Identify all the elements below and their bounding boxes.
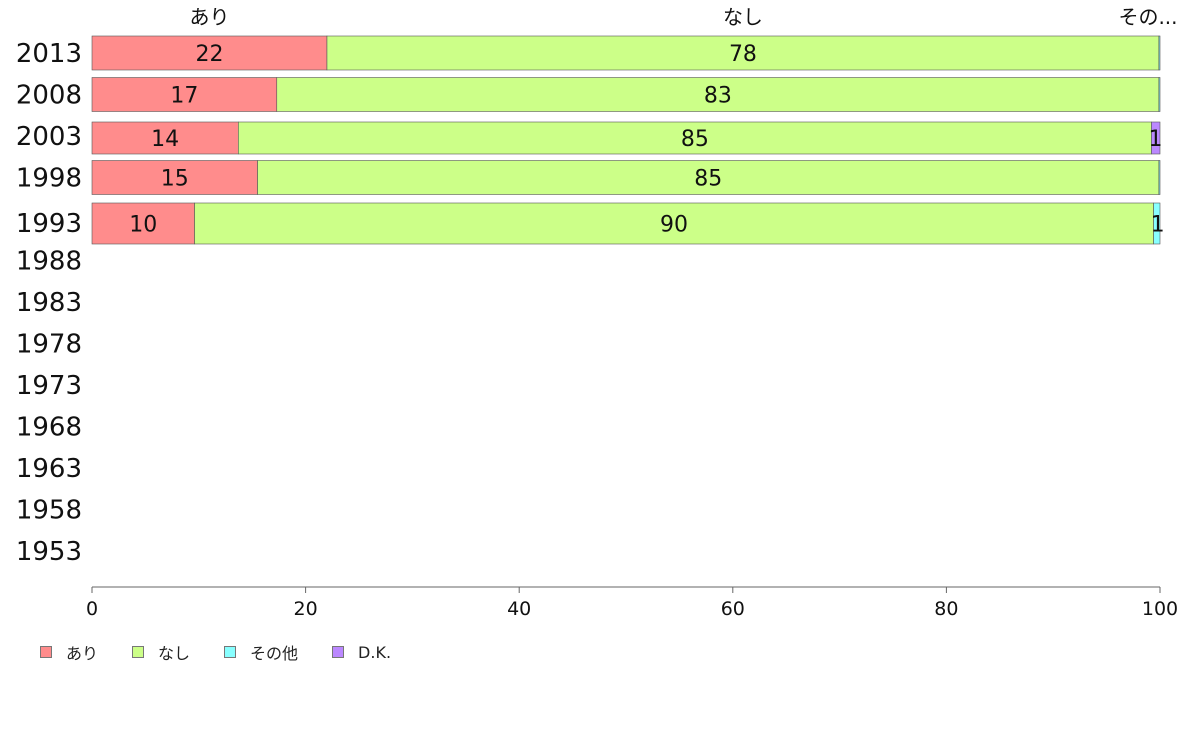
bar-segment (1158, 35, 1161, 71)
bar-segment (194, 202, 1154, 245)
bar-segment (1153, 202, 1161, 245)
data-label: 1 (1148, 127, 1162, 152)
legend-label-nashi: なし (158, 644, 191, 663)
legend-label-ari: あり (66, 644, 99, 663)
category-label: 1963 (16, 454, 82, 484)
category-label: 1953 (16, 537, 82, 567)
category-label: 1978 (16, 330, 82, 360)
category-label: 1973 (16, 371, 82, 401)
category-label: 1958 (16, 496, 82, 526)
bar-segment (1158, 160, 1161, 195)
x-tick-label: 80 (934, 598, 958, 620)
bar-segment (238, 121, 1152, 155)
category-label: 2008 (16, 81, 82, 111)
bar-segment (91, 121, 239, 155)
x-tick-label: 20 (294, 598, 318, 620)
x-tick-label: 0 (86, 598, 98, 620)
data-label: 83 (704, 84, 732, 109)
data-label: 10 (129, 213, 157, 238)
x-tick-label: 40 (507, 598, 531, 620)
category-label: 2003 (16, 122, 82, 152)
bar-segment (257, 160, 1160, 195)
data-label: 1 (1151, 213, 1165, 238)
bar-segment (276, 77, 1160, 112)
bar-segment (326, 35, 1160, 71)
legend-item-ari: あり (40, 640, 98, 664)
data-label: 78 (729, 42, 757, 67)
legend-swatch-dk (332, 646, 345, 658)
legend-label-dk: D.K. (358, 642, 392, 662)
bar-segment (91, 160, 258, 195)
data-label: 90 (660, 213, 688, 238)
bar-segment (91, 202, 195, 245)
category-label: 1993 (16, 209, 82, 239)
legend: あり なし その他 D.K. (40, 640, 425, 664)
category-label: 1983 (16, 288, 82, 318)
data-label: 85 (681, 127, 709, 152)
top-label: その... (1118, 5, 1177, 29)
data-label: 14 (151, 127, 179, 152)
category-label: 1988 (16, 247, 82, 277)
legend-swatch-ari (40, 646, 52, 658)
legend-item-nashi: なし (132, 640, 190, 664)
bar-segment (91, 35, 328, 71)
data-label: 17 (170, 84, 198, 109)
data-label: 22 (195, 42, 223, 67)
data-label: 85 (694, 167, 722, 192)
legend-swatch-other (224, 646, 237, 658)
bar-segment (91, 77, 278, 112)
legend-item-other: その他 (224, 640, 298, 664)
top-label: あり (189, 5, 229, 29)
category-label: 1968 (16, 413, 82, 443)
legend-swatch-nashi (132, 646, 145, 658)
x-tick-label: 60 (721, 598, 745, 620)
bar-segment (1151, 121, 1161, 155)
x-tick-label: 100 (1142, 598, 1178, 620)
category-label: 1998 (16, 164, 82, 194)
legend-label-other: その他 (250, 644, 299, 663)
category-label: 2013 (16, 39, 82, 69)
top-label: なし (723, 5, 763, 29)
data-label: 15 (161, 167, 189, 192)
bar-segment (1158, 77, 1161, 112)
legend-item-dk: D.K. (332, 643, 391, 662)
